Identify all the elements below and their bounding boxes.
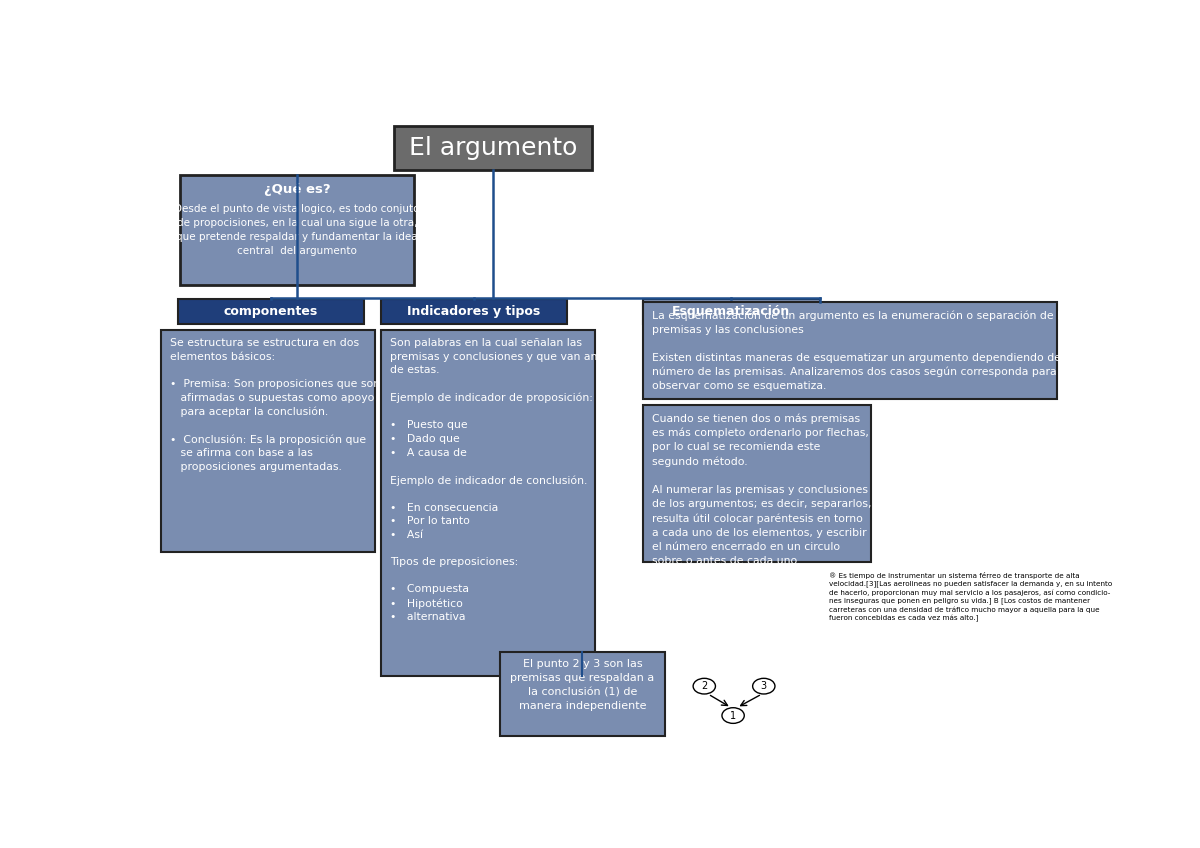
FancyBboxPatch shape: [380, 330, 594, 677]
Text: componentes: componentes: [223, 305, 318, 318]
Text: 3: 3: [761, 681, 767, 691]
FancyBboxPatch shape: [643, 299, 820, 324]
FancyBboxPatch shape: [380, 299, 566, 324]
FancyBboxPatch shape: [161, 330, 376, 552]
Circle shape: [752, 678, 775, 694]
Text: Se estructura se estructura en dos
elementos básicos:

•  Premisa: Son proposici: Se estructura se estructura en dos eleme…: [170, 338, 380, 472]
Text: El punto 2 y 3 son las
premisas que respaldan a
la conclusión (1) de
manera inde: El punto 2 y 3 son las premisas que resp…: [510, 660, 654, 711]
Text: El argumento: El argumento: [408, 137, 577, 160]
Text: La esquematización de un argumento es la enumeración o separación de las
premisa: La esquematización de un argumento es la…: [653, 310, 1073, 391]
FancyBboxPatch shape: [178, 299, 364, 324]
Text: Desde el punto de vista logico, es todo conjuto
de propocisiones, en la cual una: Desde el punto de vista logico, es todo …: [174, 204, 420, 256]
FancyBboxPatch shape: [643, 302, 1057, 399]
Text: ¿Qué es?: ¿Qué es?: [264, 182, 330, 196]
Text: Son palabras en la cual señalan las
premisas y conclusiones y que van antes
de e: Son palabras en la cual señalan las prem…: [390, 338, 614, 622]
Text: ® Es tiempo de instrumentar un sistema férreo de transporte de alta
velocidad.[3: ® Es tiempo de instrumentar un sistema f…: [829, 572, 1112, 622]
Text: Indicadores y tipos: Indicadores y tipos: [407, 305, 540, 318]
Text: 1: 1: [730, 711, 736, 721]
FancyBboxPatch shape: [180, 175, 414, 285]
Text: 2: 2: [701, 681, 708, 691]
Text: Esquematización: Esquematización: [672, 305, 791, 318]
Circle shape: [722, 708, 744, 723]
FancyBboxPatch shape: [499, 651, 665, 736]
Circle shape: [694, 678, 715, 694]
FancyBboxPatch shape: [643, 405, 871, 562]
FancyBboxPatch shape: [394, 126, 592, 170]
Text: Cuando se tienen dos o más premisas
es más completo ordenarlo por flechas,
por l: Cuando se tienen dos o más premisas es m…: [653, 413, 871, 566]
